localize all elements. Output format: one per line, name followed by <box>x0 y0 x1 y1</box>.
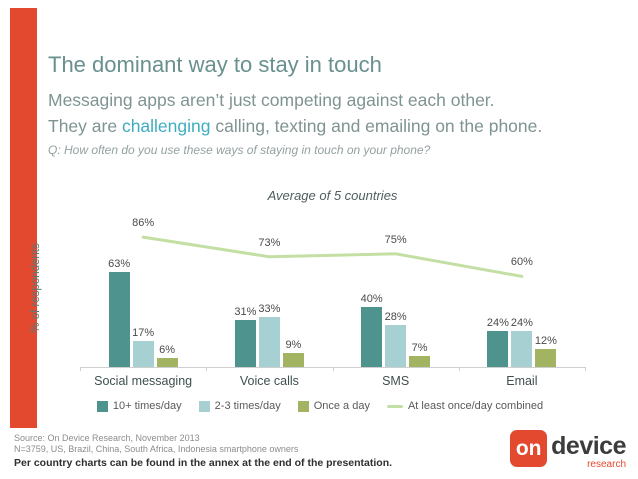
bar-value-label: 6% <box>159 344 176 356</box>
axis-tick <box>80 367 81 371</box>
bar-2-3-times-day-email <box>511 331 533 367</box>
legend-swatch <box>297 400 309 412</box>
legend-item-2-3-times-day: 2-3 times/day <box>198 400 281 412</box>
category-label-voice-calls: Voice calls <box>239 374 299 388</box>
bar-value-label: 33% <box>258 303 281 315</box>
bar-value-label: 24% <box>510 317 533 329</box>
annex-note: Per country charts can be found in the a… <box>14 457 393 469</box>
category-row: Social messaging Voice calls SMS Email <box>80 374 585 388</box>
logo-device-text: device <box>551 432 626 460</box>
legend-label: Once a day <box>313 400 370 412</box>
line-value-label: 75% <box>384 233 407 246</box>
bar-10-times-day-sms <box>361 307 383 367</box>
bar-value-label: 63% <box>108 258 131 270</box>
category-label-sms: SMS <box>382 374 410 388</box>
legend-label: 10+ times/day <box>112 400 182 412</box>
bar-value-label: 7% <box>411 342 428 354</box>
bar-value-label: 12% <box>534 335 557 347</box>
subtitle-line2: They are challenging calling, texting an… <box>48 113 542 139</box>
subtitle-highlight: challenging <box>121 116 211 136</box>
bar-once-a-day-voice-calls <box>282 353 304 367</box>
logo-on-mark: on <box>510 430 548 467</box>
category-label-social-messaging: Social messaging <box>94 374 193 388</box>
category-label-email: Email <box>506 374 538 388</box>
bar-value-label: 17% <box>132 327 155 339</box>
axis-tick <box>458 367 460 371</box>
bar-10-times-day-social-messaging <box>108 272 130 367</box>
bar-2-3-times-day-social-messaging <box>132 341 154 367</box>
chart-title: Average of 5 countries <box>267 188 398 203</box>
bar-10-times-day-email <box>487 331 509 367</box>
bar-2-3-times-day-sms <box>385 325 407 367</box>
legend-item-once-a-day: Once a day <box>297 400 370 412</box>
legend-item-10-times-day: 10+ times/day <box>96 400 182 412</box>
bar-value-label: 40% <box>360 293 383 305</box>
bar-once-a-day-social-messaging <box>156 358 178 367</box>
subtitle-line1: Messaging apps aren’t just competing aga… <box>48 90 495 110</box>
bar-value-label: 31% <box>234 306 257 318</box>
bar-once-a-day-email <box>535 349 557 367</box>
axis-tick <box>206 367 208 371</box>
legend-swatch <box>96 400 108 412</box>
bar-10-times-day-voice-calls <box>234 320 256 367</box>
legend-label: At least once/day combined <box>407 400 544 412</box>
source-line1: Source: On Device Research, November 201… <box>14 433 200 443</box>
bar-2-3-times-day-voice-calls <box>258 317 280 367</box>
legend-label: 2-3 times/day <box>214 400 281 412</box>
survey-question: Q: How often do you use these ways of st… <box>48 143 431 157</box>
bar-value-label: 24% <box>486 317 509 329</box>
source-line2: N=3759, US, Brazil, China, South Africa,… <box>14 444 299 454</box>
bar-once-a-day-sms <box>409 356 431 367</box>
logo-research-text: research <box>587 459 626 470</box>
bar-value-label: 9% <box>285 339 302 351</box>
legend-swatch <box>198 400 210 412</box>
subtitle-line2-pre: They are <box>48 116 122 136</box>
bar-value-label: 28% <box>384 311 407 323</box>
legend: 10+ times/day 2-3 times/day Once a day At l… <box>40 400 600 412</box>
ondevice-logo: on device research <box>510 430 626 470</box>
axis-tick <box>332 367 334 371</box>
accent-bar <box>10 8 37 428</box>
chart-plot: 63% 31% 40% 24% 17% 33% 28% 24% 6% 9% 7% 12% 86% 73% 7… <box>80 216 586 371</box>
slide-subtitle: Messaging apps aren’t just competing aga… <box>48 87 542 139</box>
axis-tick <box>585 367 586 371</box>
logo-text-block: device research <box>551 430 626 470</box>
subtitle-line2-post: calling, texting and emailing on the pho… <box>210 116 543 136</box>
combined-line <box>141 235 524 278</box>
legend-item-at-least-once-day-combined: At least once/day combined <box>386 400 544 412</box>
line-value-label: 73% <box>258 236 281 249</box>
y-axis-label: % of respondents <box>30 243 42 333</box>
page-title: The dominant way to stay in touch <box>48 52 382 77</box>
line-value-label: 86% <box>132 217 155 230</box>
line-value-label: 60% <box>510 256 533 269</box>
legend-line-swatch <box>386 404 403 408</box>
